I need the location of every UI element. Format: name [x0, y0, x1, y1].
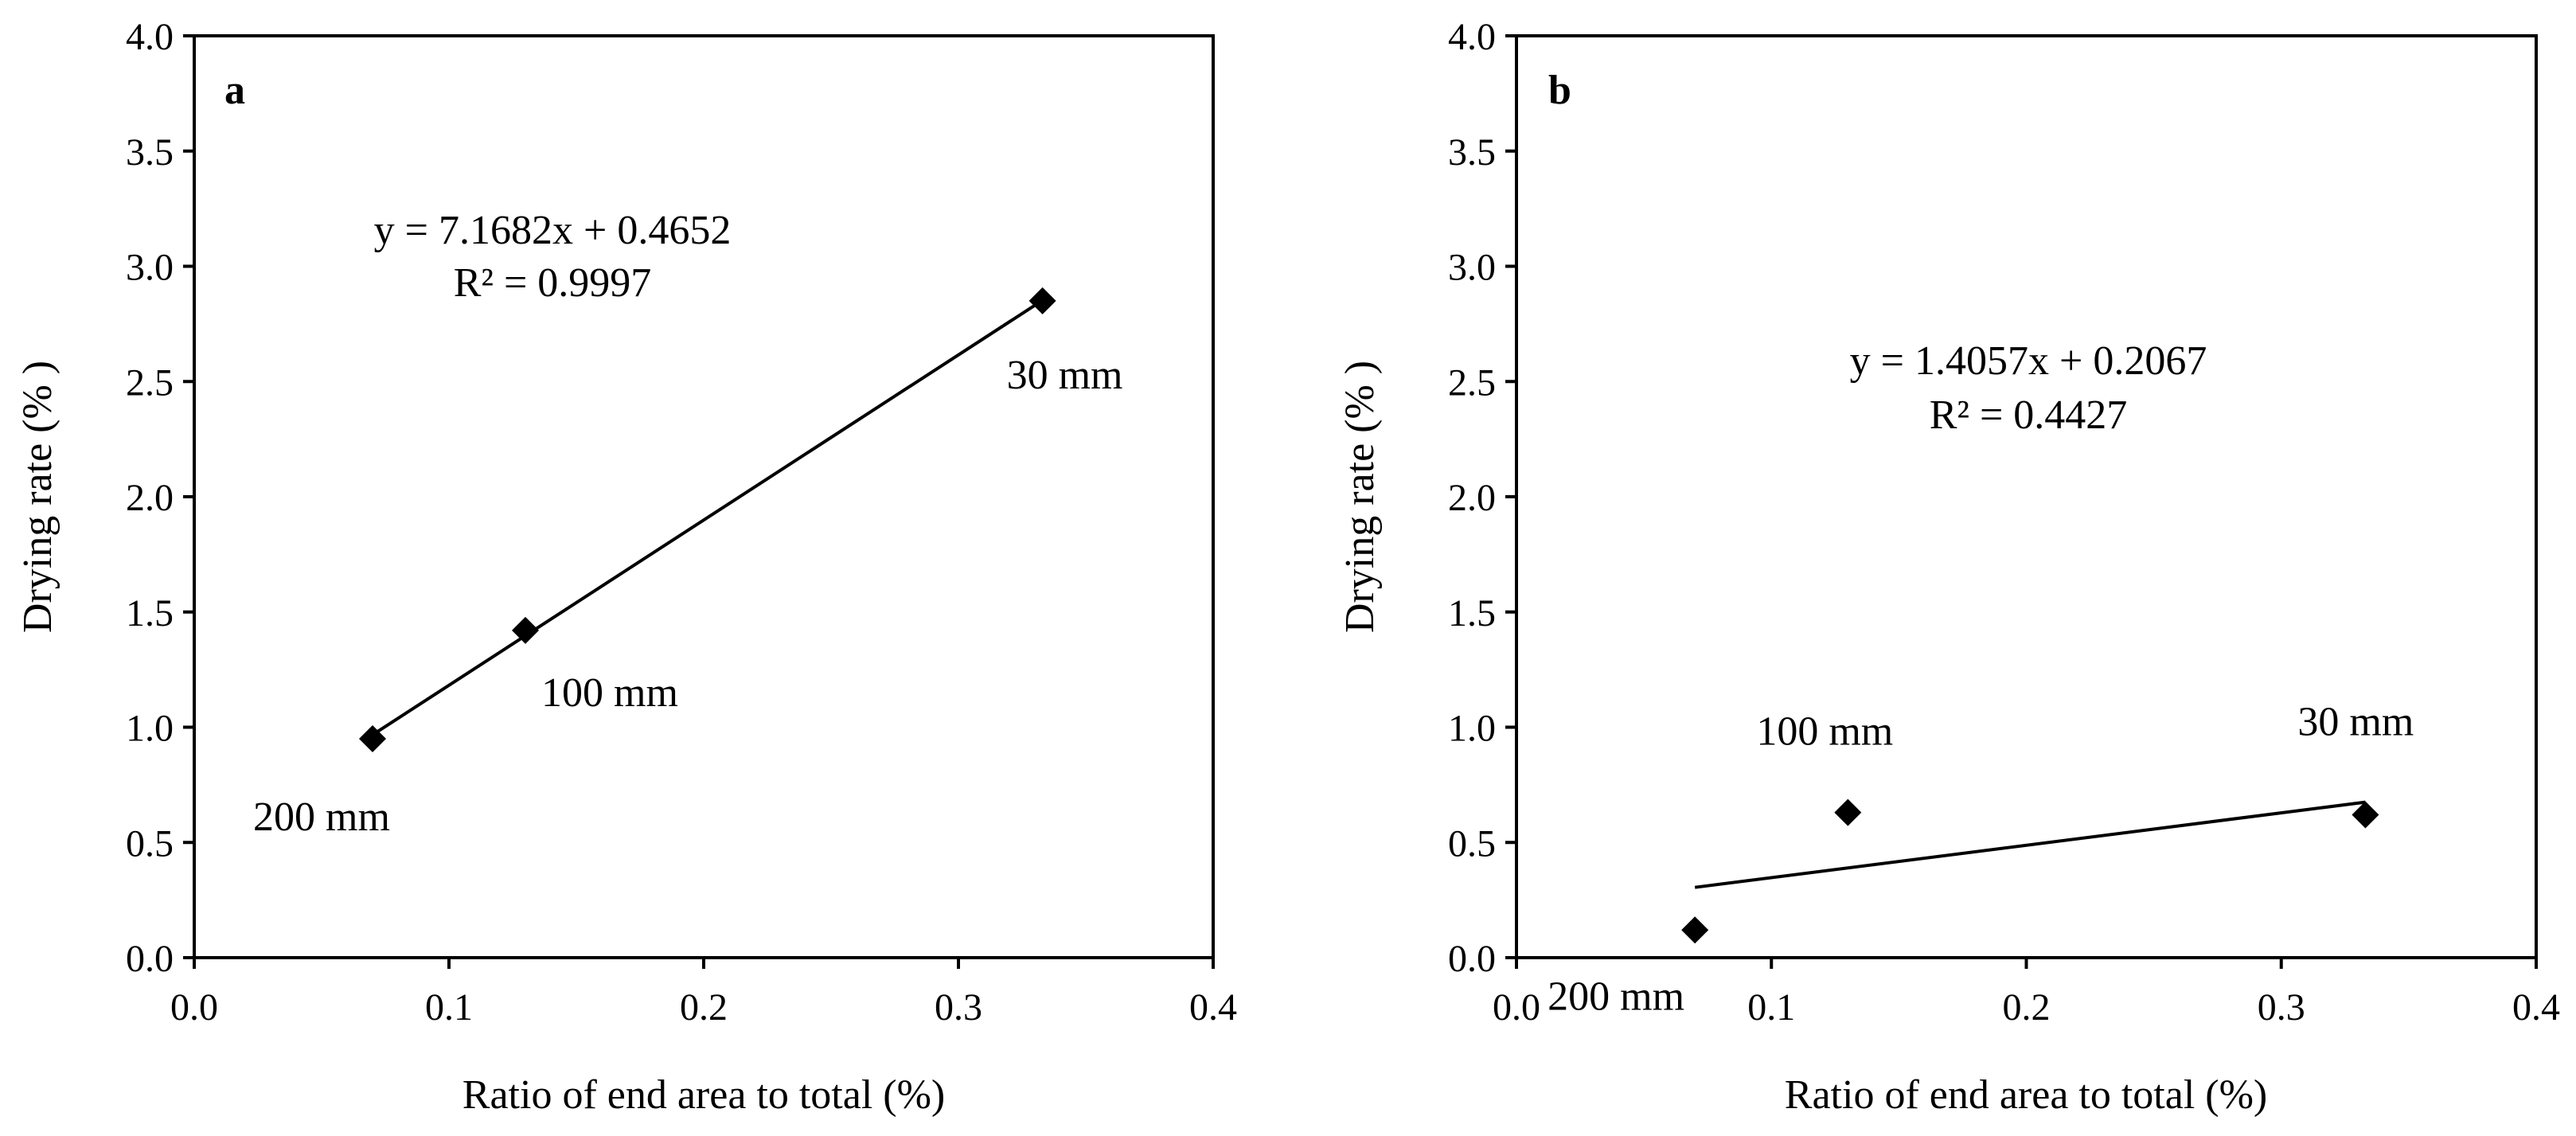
y-axis-ticks: 0.0 0.5 1.0 1.5 2.0 2.5 3.0 3.5 4.0 [1448, 16, 1516, 980]
y-tick-label: 3.0 [1448, 247, 1496, 289]
point-labels: 200 mm 100 mm 30 mm [1548, 700, 2414, 1020]
panel-label: b [1548, 68, 1571, 113]
y-tick-label: 3.5 [126, 131, 174, 174]
data-point [1681, 916, 1709, 944]
y-tick-label: 3.0 [126, 247, 174, 289]
y-tick-label: 4.0 [1448, 16, 1496, 58]
data-point [1028, 287, 1056, 314]
x-tick-label: 0.4 [2512, 986, 2560, 1029]
point-label: 30 mm [1007, 353, 1123, 398]
point-labels: 200 mm 100 mm 30 mm [253, 353, 1123, 840]
x-tick-label: 0.2 [680, 986, 728, 1029]
y-tick-label: 1.5 [126, 592, 174, 634]
x-tick-label: 0.4 [1189, 986, 1237, 1029]
x-tick-label: 0.2 [2003, 986, 2051, 1029]
y-tick-label: 1.0 [126, 708, 174, 750]
y-tick-label: 0.5 [126, 822, 174, 865]
y-tick-label: 4.0 [126, 16, 174, 58]
plot-frame [1515, 34, 2538, 959]
y-tick-label: 0.0 [1448, 938, 1496, 980]
point-label: 200 mm [253, 794, 390, 840]
x-axis-title: Ratio of end area to total (%) [463, 1072, 945, 1118]
data-point [512, 616, 539, 644]
x-axis-ticks: 0.0 0.1 0.2 0.3 0.4 [170, 958, 1237, 1029]
data-point [1834, 798, 1862, 826]
data-point [359, 724, 386, 752]
trendline-group [371, 299, 1044, 736]
x-axis-ticks: 0.0 0.1 0.2 0.3 0.4 [1493, 958, 2560, 1029]
data-point [2352, 801, 2379, 829]
x-axis-title: Ratio of end area to total (%) [1785, 1072, 2267, 1118]
y-tick-label: 3.5 [1448, 131, 1496, 174]
y-axis-title: Drying rate (% ) [15, 361, 60, 633]
point-label: 100 mm [1756, 709, 1893, 755]
point-label: 200 mm [1548, 974, 1684, 1019]
point-label: 100 mm [541, 670, 678, 716]
chart-panel-b: 0.0 0.5 1.0 1.5 2.0 2.5 3.0 3.5 4.0 0.0 0.1 0.2 0.3… [1337, 16, 2560, 1118]
trendline [371, 299, 1044, 736]
x-tick-label: 0.0 [1493, 986, 1540, 1029]
chart-panel-a: 0.0 0.5 1.0 1.5 2.0 2.5 3.0 3.5 4.0 0.0 0.1 0.2 0.3… [15, 16, 1237, 1118]
trendline-group [1694, 800, 2366, 889]
y-tick-label: 0.5 [1448, 822, 1496, 865]
panel-label: a [224, 68, 245, 113]
r-squared: R² = 0.4427 [1930, 392, 2128, 438]
r-squared: R² = 0.9997 [454, 260, 652, 306]
trend-equation: y = 1.4057x + 0.2067 [1850, 338, 2207, 384]
y-tick-label: 2.5 [1448, 361, 1496, 404]
trendline [1694, 800, 2366, 889]
point-label: 30 mm [2297, 700, 2414, 745]
y-tick-label: 1.0 [1448, 708, 1496, 750]
x-tick-label: 0.0 [170, 986, 218, 1029]
x-tick-label: 0.3 [2258, 986, 2305, 1029]
x-tick-label: 0.3 [935, 986, 982, 1029]
y-tick-label: 1.5 [1448, 592, 1496, 634]
x-tick-label: 0.1 [1747, 986, 1795, 1029]
y-tick-label: 2.5 [126, 361, 174, 404]
y-tick-label: 2.0 [1448, 477, 1496, 519]
data-points [1681, 798, 2379, 944]
y-axis-ticks: 0.0 0.5 1.0 1.5 2.0 2.5 3.0 3.5 4.0 [126, 16, 194, 980]
x-tick-label: 0.1 [425, 986, 473, 1029]
data-points [359, 287, 1056, 752]
trend-equation: y = 7.1682x + 0.4652 [374, 208, 732, 253]
y-tick-label: 0.0 [126, 938, 174, 980]
y-axis-title: Drying rate (% ) [1337, 361, 1383, 633]
y-tick-label: 2.0 [126, 477, 174, 519]
